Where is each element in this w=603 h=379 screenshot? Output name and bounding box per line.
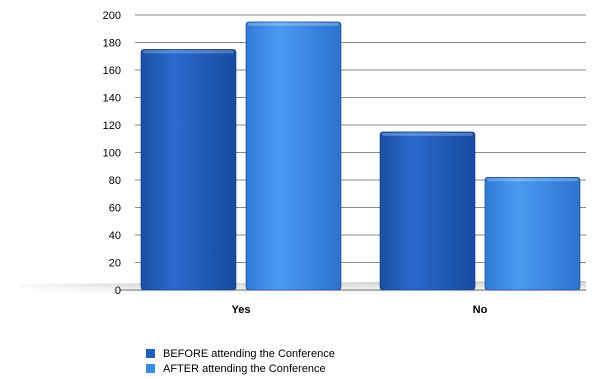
bar-no-after [484, 176, 581, 291]
bar-no-before [379, 131, 476, 291]
bar-yes-before [140, 49, 237, 291]
y-tick-label: 140 [103, 93, 121, 105]
x-category-label-yes: Yes [232, 304, 251, 316]
bar-top-highlight [143, 50, 234, 54]
y-tick-label: 80 [109, 175, 121, 187]
legend-swatch-before [146, 349, 155, 358]
legend: BEFORE attending the Conference AFTER at… [146, 346, 335, 376]
y-tick-label: 20 [109, 258, 121, 270]
y-tick-label: 180 [103, 38, 121, 50]
bar-body [245, 21, 342, 291]
x-category-label-no: No [473, 304, 488, 316]
bars [140, 21, 581, 291]
legend-label-after: AFTER attending the Conference [163, 362, 326, 375]
legend-label-before: BEFORE attending the Conference [163, 347, 335, 360]
legend-item-after: AFTER attending the Conference [146, 361, 335, 376]
y-tick-label: 40 [109, 230, 121, 242]
y-tick-label: 100 [103, 148, 121, 160]
bar-body [484, 176, 581, 291]
floor-shadow-fade [0, 276, 130, 304]
bar-top-highlight [487, 178, 578, 182]
legend-swatch-after [146, 364, 155, 373]
y-tick-label: 200 [103, 10, 121, 22]
bar-body [140, 49, 237, 291]
bar-top-highlight [382, 132, 473, 136]
x-axis-category-labels: Yes No [232, 304, 488, 316]
bar-yes-after [245, 21, 342, 291]
bar-body [379, 131, 476, 291]
y-tick-label: 60 [109, 203, 121, 215]
y-tick-label: 0 [115, 285, 121, 297]
y-axis-tick-labels: 0 20 40 60 80 100 120 140 160 180 200 [103, 10, 121, 297]
bar-top-highlight [248, 22, 339, 26]
y-tick-label: 120 [103, 120, 121, 132]
y-tick-label: 160 [103, 65, 121, 77]
legend-item-before: BEFORE attending the Conference [146, 346, 335, 361]
